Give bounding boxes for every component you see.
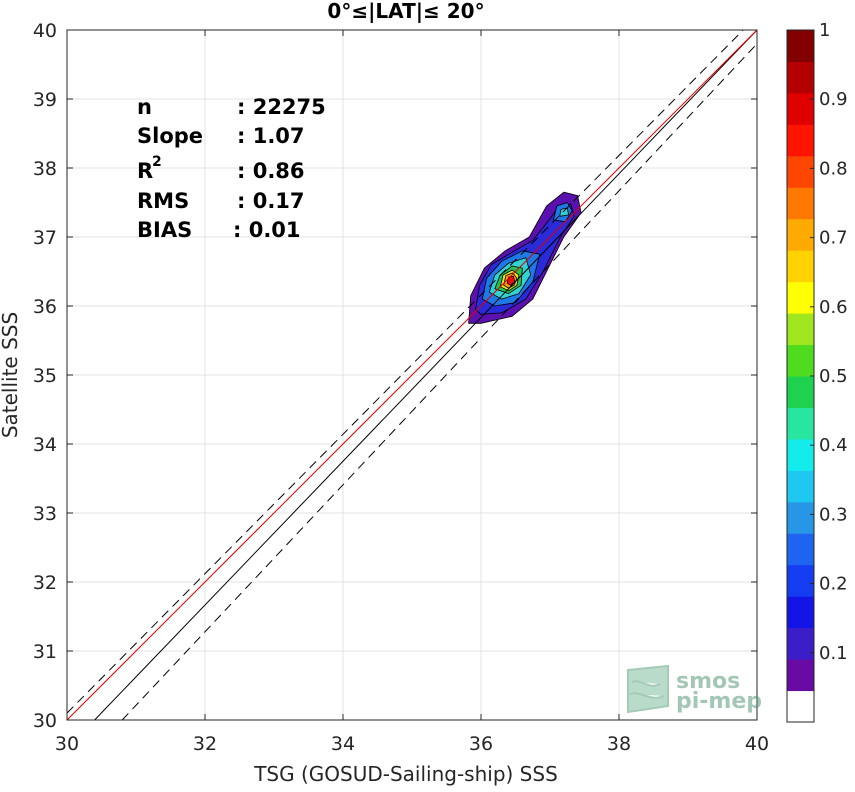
colorbar-segment (787, 313, 814, 346)
reference-lines (66, 29, 758, 721)
stats-block: n : 22275 Slope : 1.07 R 2 : 0.86 RMS : … (137, 95, 326, 242)
smos-pimep-logo: smos pi-mep (627, 664, 762, 714)
colorbar-tick-label: 0.8 (819, 158, 848, 179)
x-tick-label: 32 (193, 733, 217, 755)
stat-bias-value: : 0.01 (233, 218, 301, 242)
colorbar-tick-label: 0.9 (819, 89, 848, 110)
stat-slope-value: : 1.07 (237, 124, 305, 148)
lower-bound-line (121, 43, 758, 721)
colorbar-segment (787, 92, 814, 125)
stat-n-value: : 22275 (237, 95, 326, 119)
x-tick-label: 30 (55, 733, 79, 755)
colorbar-segment (787, 187, 814, 220)
colorbar-tick-label: 0.1 (819, 643, 848, 664)
colorbar-segment (787, 281, 814, 314)
colorbar-segment (787, 250, 814, 283)
colorbar-ticks: 0.1 0.2 0.3 0.4 0.5 0.6 0.7 0.8 0.9 1 (810, 20, 848, 664)
logo-waves-icon (627, 664, 669, 714)
y-axis-ticks: 30 31 32 33 34 35 36 37 38 39 40 (33, 20, 757, 732)
colorbar-segment (787, 407, 814, 440)
y-axis-label: Satellite SSS (0, 312, 22, 438)
logo-text-sub: pi-mep (676, 689, 762, 714)
colorbar-segment (787, 155, 814, 188)
y-tick-label: 40 (33, 20, 57, 42)
x-axis-ticks: 30 32 34 36 38 40 (55, 30, 769, 755)
x-tick-label: 34 (331, 733, 355, 755)
density-contour-9 (559, 207, 569, 217)
colorbar-tick-label: 0.5 (819, 366, 848, 387)
colorbar-segment (787, 501, 814, 534)
colorbar-segment (787, 627, 814, 660)
x-tick-label: 38 (607, 733, 631, 755)
colorbar-segment (787, 470, 814, 503)
y-tick-label: 35 (33, 365, 57, 387)
colorbar-tick-label: 0.3 (819, 504, 848, 525)
logo-text: smos (676, 669, 740, 694)
colorbar-tick-label: 0.7 (819, 228, 848, 249)
x-axis-label: TSG (GOSUD-Sailing-ship) SSS (253, 762, 558, 786)
grid (66, 29, 758, 721)
colorbar-segment (787, 533, 814, 566)
y-tick-label: 36 (33, 296, 57, 318)
regression-line (66, 29, 758, 721)
y-tick-label: 32 (33, 572, 57, 594)
stat-rms-key: RMS (137, 189, 189, 213)
chart-title: 0°≤|LAT|≤ 20° (327, 0, 484, 23)
stat-r2-value: : 0.86 (237, 159, 305, 183)
y-tick-label: 38 (33, 158, 57, 180)
y-tick-label: 34 (33, 434, 57, 456)
stat-r2-sup: 2 (152, 154, 162, 170)
y-tick-label: 30 (33, 710, 57, 732)
colorbar-tick-label: 0.2 (819, 574, 848, 595)
x-tick-label: 40 (745, 733, 769, 755)
colorbar-tick-label: 0.6 (819, 297, 848, 318)
y-tick-label: 37 (33, 227, 57, 249)
colorbar-segment (787, 690, 814, 723)
colorbar-segment (787, 376, 814, 408)
y-tick-label: 31 (33, 641, 57, 663)
colorbar-segment (787, 659, 814, 692)
identity-line (94, 29, 758, 721)
y-tick-label: 39 (33, 89, 57, 111)
colorbar-segment (787, 218, 814, 251)
colorbar-segment (787, 344, 814, 377)
colorbar-segment (787, 596, 814, 629)
colorbar (787, 30, 814, 723)
colorbar-segment (787, 61, 814, 94)
stat-r2-key: R (137, 159, 153, 183)
stat-n-key: n (137, 95, 152, 119)
colorbar-segment (787, 124, 814, 157)
y-tick-label: 33 (33, 503, 57, 525)
stat-bias-key: BIAS (137, 218, 192, 242)
upper-bound-line (66, 29, 744, 714)
stat-slope-key: Slope (137, 124, 203, 148)
colorbar-tick-label: 1 (819, 20, 830, 41)
colorbar-segment (787, 564, 814, 597)
stat-rms-value: : 0.17 (237, 189, 305, 213)
colorbar-segment (787, 438, 814, 471)
colorbar-tick-label: 0.4 (819, 435, 848, 456)
colorbar-segment (787, 30, 814, 62)
x-tick-label: 36 (469, 733, 493, 755)
